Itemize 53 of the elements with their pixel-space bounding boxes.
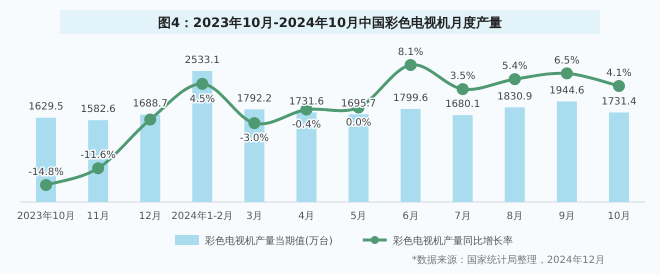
bar — [140, 114, 160, 202]
point — [40, 179, 52, 191]
chart-title: 图4：2023年10月-2024年10月中国彩色电视机月度产量 — [158, 15, 502, 31]
data-label: 0.0% — [346, 117, 372, 128]
data-label: 3.5% — [450, 71, 476, 82]
point — [248, 117, 260, 130]
point — [456, 83, 469, 96]
x-tick-label: 2024年1-2月 — [171, 210, 234, 222]
legend-label: 彩色电视机产量当期值(万台) — [205, 235, 333, 247]
data-label: 1731.6 — [288, 96, 324, 108]
data-label: 4.1% — [606, 68, 632, 79]
data-label: 1731.4 — [601, 96, 636, 108]
x-tick-label: 8月 — [506, 211, 523, 222]
data-label: 2533.1 — [184, 55, 220, 66]
point — [144, 114, 156, 126]
data-label: 1582.6 — [80, 104, 116, 116]
data-label: 6.5% — [554, 55, 580, 66]
point — [612, 80, 625, 92]
legend-label: 彩色电视机产量同比增长率 — [392, 235, 513, 247]
data-label: 1830.9 — [497, 91, 532, 102]
bar — [400, 108, 421, 202]
x-tick-label: 2023年10月 — [16, 210, 76, 222]
data-label: 1799.6 — [393, 92, 428, 104]
x-tick-label: 10月 — [608, 211, 630, 222]
point — [404, 59, 417, 71]
data-label: -3.0% — [240, 133, 269, 144]
x-tick-label: 12月 — [138, 211, 162, 222]
x-tick-label: 7月 — [454, 211, 471, 222]
x-tick-label: 5月 — [350, 211, 367, 222]
data-label: 1944.6 — [549, 85, 584, 96]
data-label: -0.4% — [292, 120, 321, 131]
x-tick-label: 3月 — [246, 211, 263, 222]
data-label: 1792.2 — [236, 93, 272, 104]
x-tick-label: 11月 — [86, 211, 110, 222]
data-label: 8.1% — [398, 47, 424, 58]
data-label: 1629.5 — [28, 102, 64, 113]
text: *数据来源：国家统计局整理，2024年12月 — [412, 254, 605, 266]
data-label: 1680.1 — [445, 99, 480, 110]
point — [196, 78, 208, 90]
bar — [504, 107, 525, 202]
data-label: -14.8% — [28, 167, 64, 178]
bar — [556, 101, 577, 202]
bar — [608, 112, 629, 202]
point — [560, 67, 573, 80]
x-tick-label: 9月 — [558, 211, 576, 222]
bar — [452, 115, 473, 202]
bar — [192, 71, 212, 202]
data-label: 5.4% — [502, 61, 528, 72]
point — [508, 73, 521, 86]
x-tick-label: 6月 — [402, 211, 419, 222]
data-label: 4.5% — [190, 94, 215, 105]
point — [92, 162, 104, 174]
x-tick-label: 4月 — [298, 211, 315, 222]
